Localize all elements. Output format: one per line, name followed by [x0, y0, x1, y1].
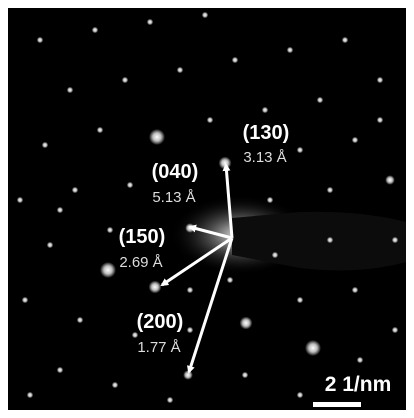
spot — [42, 142, 48, 148]
spot — [297, 297, 303, 303]
plane-label: (130) — [243, 122, 290, 144]
spot — [167, 397, 173, 403]
spot — [392, 237, 398, 243]
spot — [342, 37, 348, 43]
spot — [37, 37, 43, 43]
plane-label: (200) — [137, 311, 184, 333]
spot — [357, 357, 363, 363]
spot — [240, 317, 253, 330]
spot — [149, 281, 162, 294]
spot — [297, 392, 303, 398]
spacing-label: 2.69 Å — [119, 254, 162, 271]
spot — [27, 392, 33, 398]
spot — [262, 107, 268, 113]
spot — [100, 262, 116, 278]
spot — [352, 137, 358, 143]
spacing-label: 1.77 Å — [137, 339, 180, 356]
spot — [377, 77, 383, 83]
spot — [57, 367, 63, 373]
spot — [232, 57, 238, 63]
spot — [187, 287, 193, 293]
spot — [57, 207, 63, 213]
spot — [385, 175, 395, 185]
spot — [107, 227, 113, 233]
spot — [392, 327, 398, 333]
spot — [202, 12, 208, 18]
spot — [177, 67, 183, 73]
spot — [97, 127, 103, 133]
spot — [305, 340, 321, 356]
spot — [377, 117, 383, 123]
spot — [72, 187, 78, 193]
spot — [147, 19, 153, 25]
spot — [327, 187, 333, 193]
spot — [127, 182, 133, 188]
spot — [327, 237, 333, 243]
spot — [317, 97, 323, 103]
spot — [242, 372, 248, 378]
spot — [47, 242, 53, 248]
spot — [187, 327, 193, 333]
spot — [272, 252, 278, 258]
spot — [267, 197, 273, 203]
spot — [112, 382, 118, 388]
scale-bar-label: 2 1/nm — [325, 373, 392, 396]
spot — [227, 277, 233, 283]
diffraction-image: (130) 3.13 Å (040) 5.13 Å (150) 2.69 Å (… — [0, 0, 414, 418]
spot — [17, 197, 23, 203]
spot — [122, 77, 128, 83]
spot — [77, 317, 83, 323]
plane-label: (040) — [152, 161, 199, 183]
spacing-label: 3.13 Å — [243, 149, 286, 166]
spot — [67, 87, 73, 93]
spot — [149, 129, 165, 145]
spot — [207, 117, 213, 123]
spot — [297, 147, 303, 153]
spot — [92, 27, 98, 33]
spot — [352, 287, 358, 293]
spot — [287, 47, 293, 53]
plane-label: (150) — [119, 226, 166, 248]
spot — [22, 297, 28, 303]
spacing-label: 5.13 Å — [152, 189, 195, 206]
scale-bar — [313, 402, 361, 407]
